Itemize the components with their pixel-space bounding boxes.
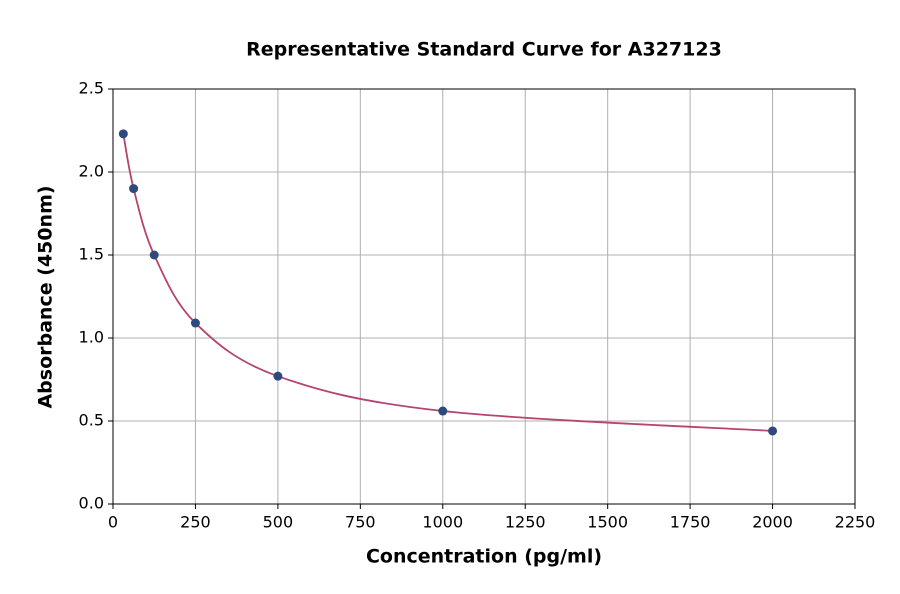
x-tick-label: 1000 bbox=[422, 513, 463, 532]
y-tick-label: 0.5 bbox=[79, 411, 104, 430]
x-tick-label: 0 bbox=[108, 513, 118, 532]
y-tick-label: 1.0 bbox=[79, 328, 104, 347]
y-tick-label: 2.0 bbox=[79, 162, 104, 181]
fit-curve bbox=[122, 133, 773, 432]
x-tick-label: 1750 bbox=[670, 513, 711, 532]
y-tick-label: 1.5 bbox=[79, 245, 104, 264]
x-tick-label: 750 bbox=[345, 513, 376, 532]
data-point bbox=[438, 406, 448, 416]
plot-frame bbox=[112, 88, 856, 505]
x-tick-label: 1250 bbox=[505, 513, 546, 532]
x-axis-label: Concentration (pg/ml) bbox=[366, 546, 602, 568]
y-axis-label: Absorbance (450nm) bbox=[35, 185, 57, 408]
x-tick-label: 2250 bbox=[835, 513, 876, 532]
data-point bbox=[768, 426, 778, 436]
data-point bbox=[129, 184, 139, 194]
grid bbox=[108, 88, 856, 509]
data-point bbox=[273, 371, 283, 381]
y-tick-label: 2.5 bbox=[79, 79, 104, 98]
x-tick-label: 500 bbox=[263, 513, 294, 532]
x-tick-label: 2000 bbox=[752, 513, 793, 532]
chart-title: Representative Standard Curve for A32712… bbox=[246, 39, 722, 61]
y-tick-label: 0.0 bbox=[79, 494, 104, 513]
x-tick-label: 1500 bbox=[587, 513, 628, 532]
data-point bbox=[190, 318, 200, 328]
data-point bbox=[149, 250, 159, 260]
marks bbox=[118, 129, 778, 436]
x-tick-label: 250 bbox=[180, 513, 211, 532]
data-point bbox=[118, 129, 128, 139]
